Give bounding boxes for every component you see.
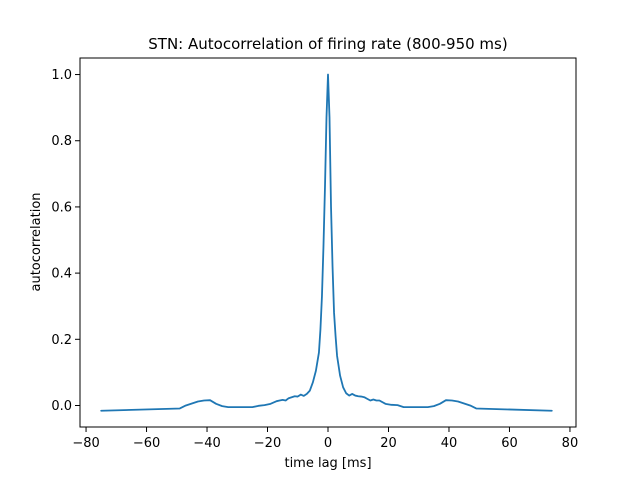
x-tick-label: −80 — [72, 436, 99, 451]
x-tick-label: −60 — [133, 436, 160, 451]
plot-area — [100, 73, 553, 412]
x-tick-label: −40 — [193, 436, 220, 451]
y-tick-label: 1.0 — [51, 68, 72, 83]
y-axis-ticks: 0.0 0.2 0.4 0.6 0.8 1.0 — [51, 68, 80, 414]
y-tick-label: 0.0 — [51, 399, 72, 414]
y-tick-label: 0.4 — [51, 267, 72, 282]
x-axis-ticks: −80 −60 −40 −20 0 20 40 60 80 — [72, 427, 578, 451]
x-tick-label: 60 — [501, 436, 518, 451]
x-tick-label: 20 — [380, 436, 397, 451]
plot-frame — [79, 57, 577, 428]
x-axis-label: time lag [ms] — [284, 456, 371, 471]
chart-title: STN: Autocorrelation of firing rate (800… — [148, 35, 507, 53]
y-tick-label: 0.8 — [51, 134, 72, 149]
x-tick-label: 80 — [562, 436, 579, 451]
x-tick-label: −20 — [254, 436, 281, 451]
x-tick-label: 40 — [441, 436, 458, 451]
autocorrelation-series-line — [100, 73, 553, 412]
x-tick-label: 0 — [324, 436, 332, 451]
y-tick-label: 0.2 — [51, 333, 72, 348]
y-tick-label: 0.6 — [51, 200, 72, 215]
y-axis-label: autocorrelation — [29, 192, 44, 291]
